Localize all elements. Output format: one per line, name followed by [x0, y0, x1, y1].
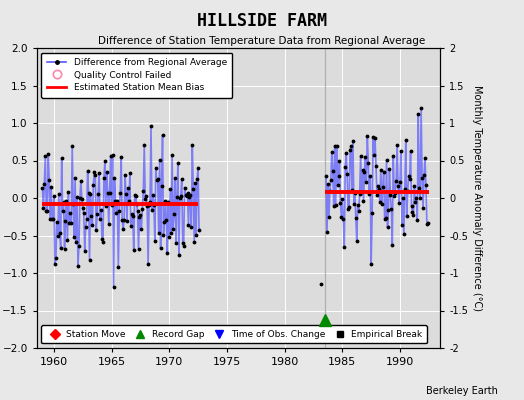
- Y-axis label: Monthly Temperature Anomaly Difference (°C): Monthly Temperature Anomaly Difference (…: [472, 85, 482, 311]
- Text: Berkeley Earth: Berkeley Earth: [426, 386, 498, 396]
- Text: HILLSIDE FARM: HILLSIDE FARM: [197, 12, 327, 30]
- Text: Difference of Station Temperature Data from Regional Average: Difference of Station Temperature Data f…: [99, 36, 425, 46]
- Legend: Station Move, Record Gap, Time of Obs. Change, Empirical Break: Station Move, Record Gap, Time of Obs. C…: [41, 326, 427, 344]
